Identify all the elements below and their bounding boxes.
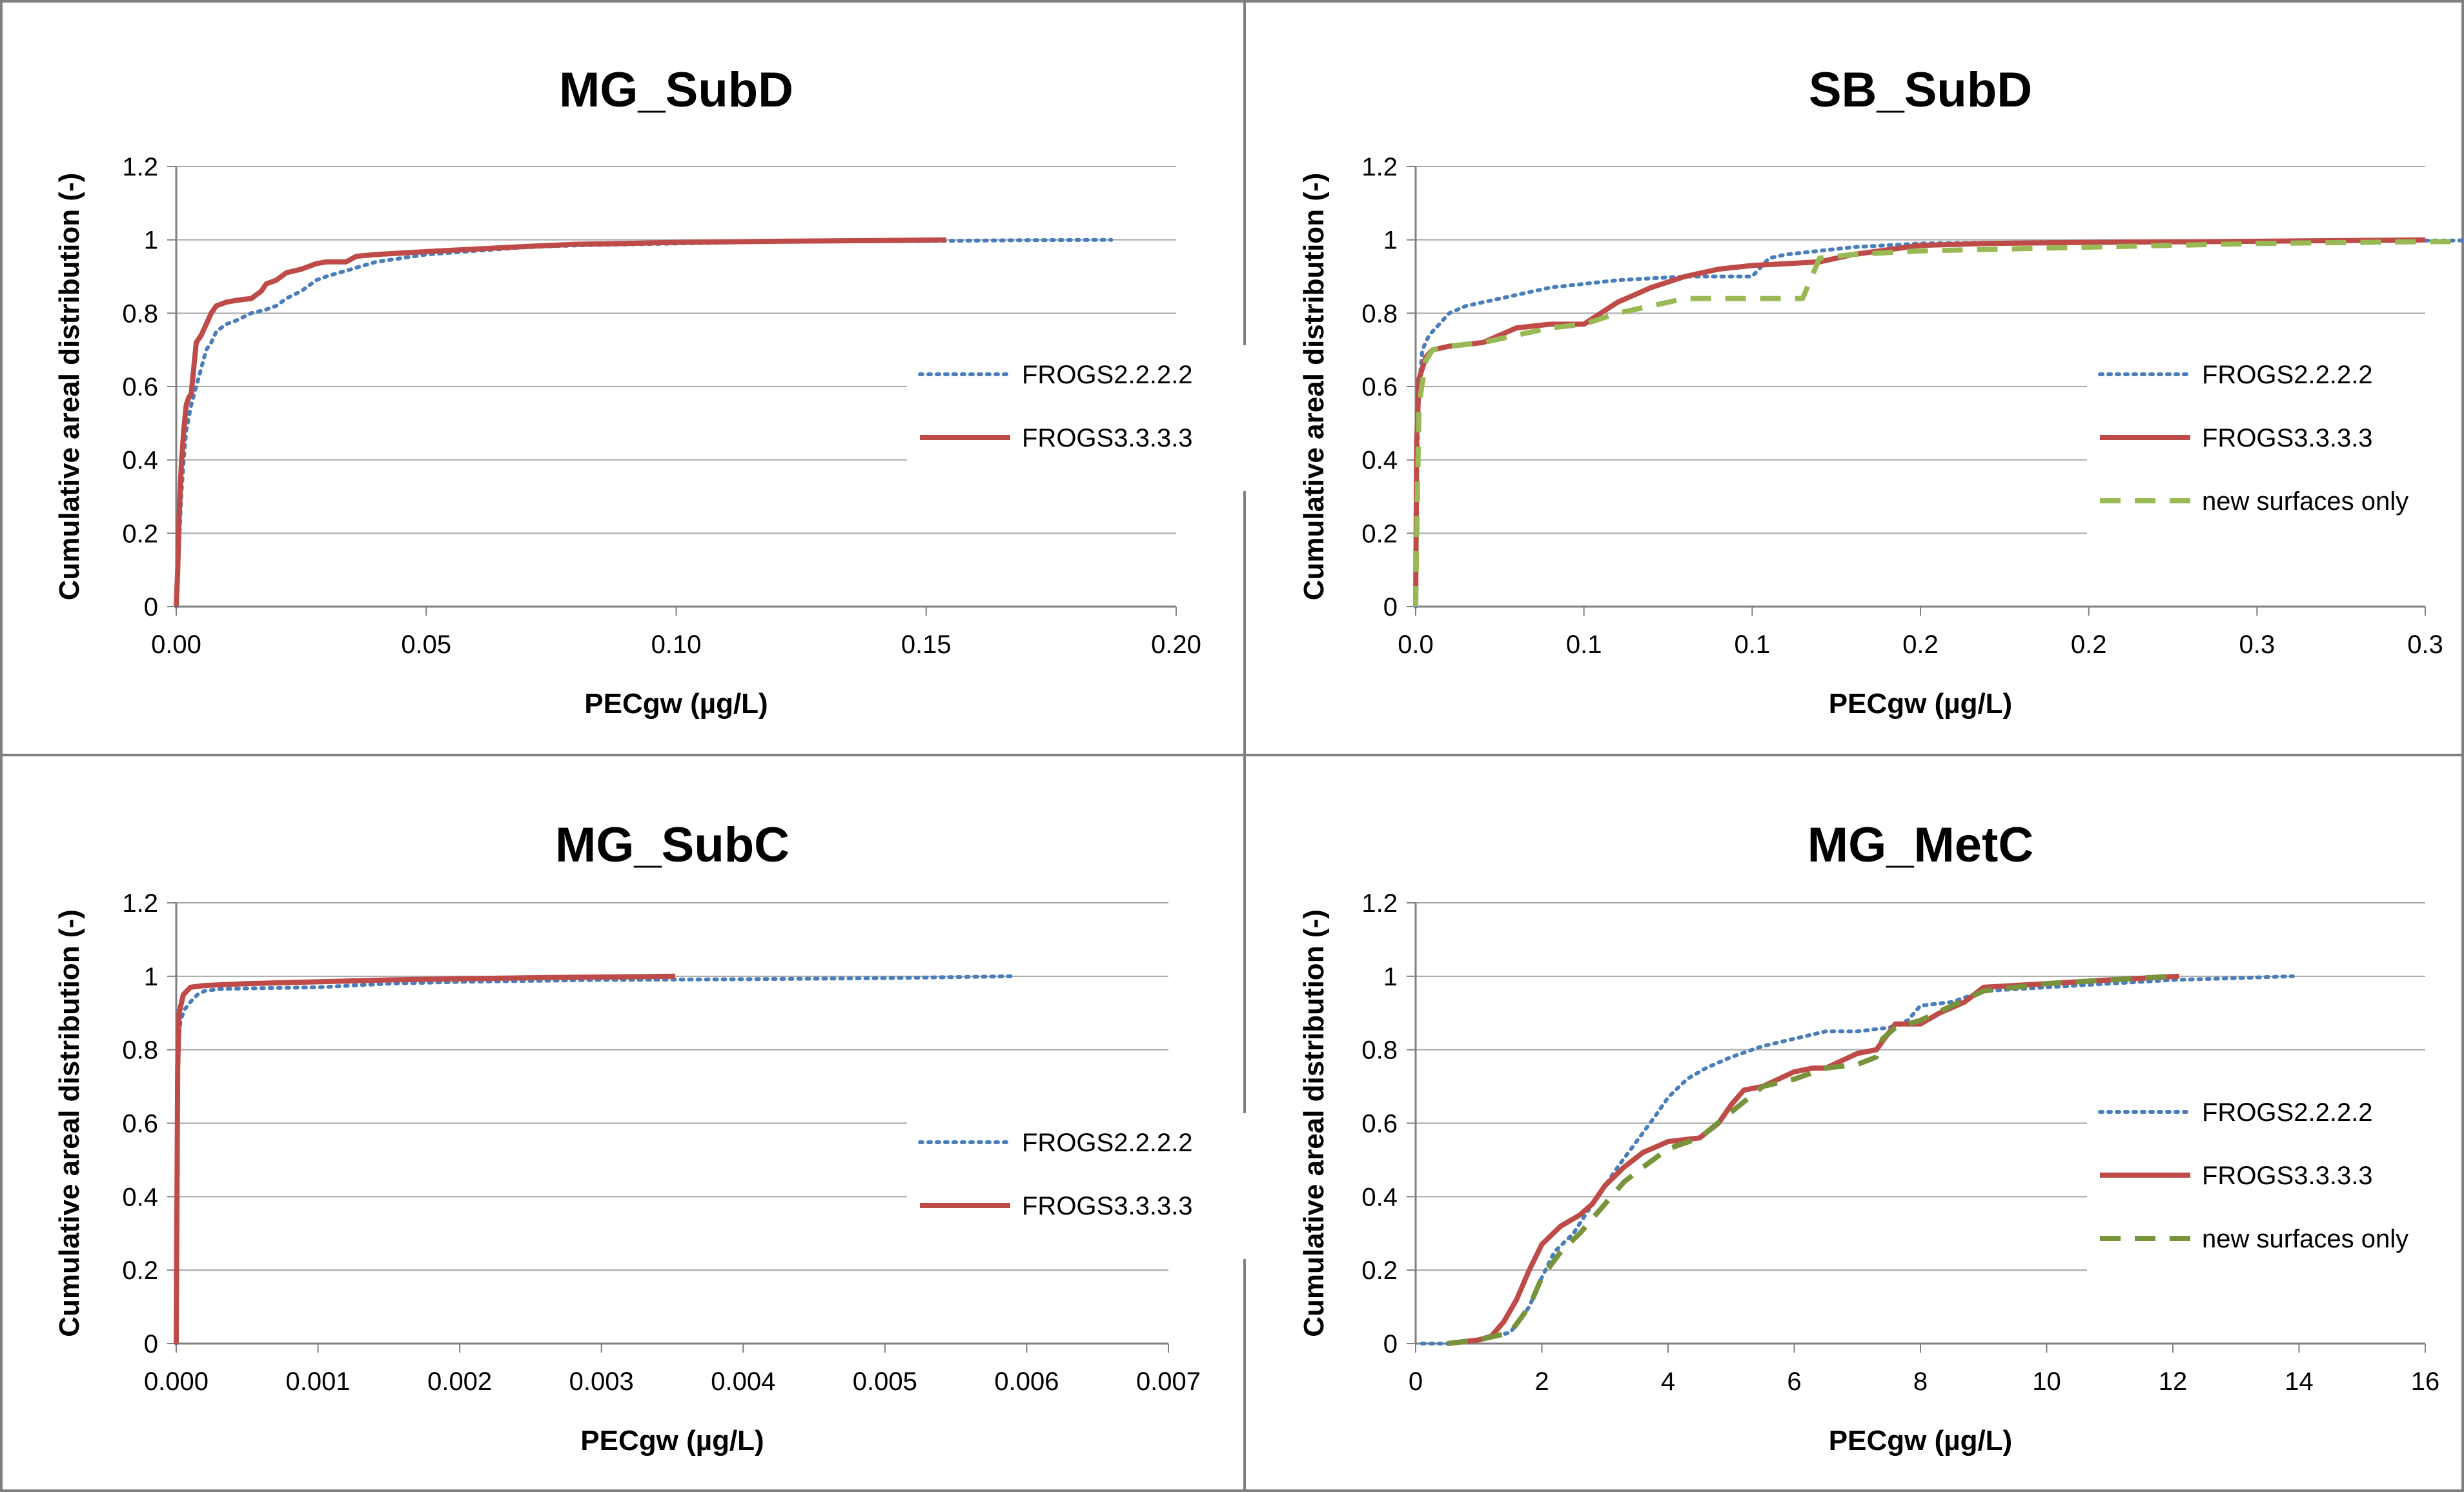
y-tick-label: 0.4 (1361, 447, 1398, 475)
legend-label: FROGS2.2.2.2 (2202, 361, 2373, 389)
y-tick-label: 0.6 (1361, 373, 1398, 401)
chart-panel: MG_MetC 0 0.2 0.4 0.6 0.8 1 1.2 0 2 4 6 8 10 12 14 16 PEC… (1298, 818, 2459, 1457)
legend-label: FROGS3.3.3.3 (2202, 424, 2373, 452)
y-tick-label: 1 (144, 963, 158, 991)
chart-panel: SB_SubD 0 0.2 0.4 0.6 0.8 1 1.2 0.0 0.1 0.1 0.2 0.2 0… (1298, 63, 2464, 720)
legend-label: new surfaces only (2202, 1225, 2408, 1253)
y-axis-label: Cumulative areal distribution (-) (1298, 909, 1330, 1337)
series-line (174, 974, 1015, 1346)
y-tick-label: 0.8 (1361, 299, 1398, 328)
x-tick-label: 2 (1534, 1367, 1549, 1396)
y-tick-label: 0 (1383, 593, 1398, 621)
y-axis-label: Cumulative areal distribution (-) (54, 173, 85, 601)
x-tick-label: 0.001 (286, 1367, 351, 1396)
chart-title: MG_MetC (1807, 818, 2033, 872)
x-tick-label: 12 (2159, 1367, 2188, 1396)
x-axis-label: PECgw (µg/L) (1829, 688, 2012, 720)
y-tick-label: 0.2 (122, 1256, 158, 1285)
y-tick-label: 0.8 (1361, 1036, 1398, 1065)
y-tick-label: 1 (1383, 963, 1398, 991)
y-tick-label: 0.4 (122, 447, 158, 475)
x-tick-label: 0.004 (711, 1367, 775, 1396)
y-tick-label: 0 (144, 1330, 158, 1358)
x-tick-label: 0.005 (853, 1367, 917, 1396)
y-axis-label: Cumulative areal distribution (-) (54, 909, 85, 1337)
legend-box (2087, 345, 2459, 554)
y-tick-label: 0.6 (122, 1110, 158, 1138)
legend-label: FROGS2.2.2.2 (2202, 1098, 2373, 1127)
x-tick-label: 0.10 (651, 630, 702, 659)
y-tick-label: 1.2 (122, 153, 158, 181)
x-tick-label: 0.1 (1735, 630, 1771, 659)
legend-label: FROGS3.3.3.3 (1022, 424, 1193, 452)
y-tick-label: 0.4 (122, 1183, 158, 1211)
x-axis-label: PECgw (µg/L) (580, 1425, 764, 1457)
x-tick-label: 0.15 (901, 630, 952, 659)
legend-label: FROGS2.2.2.2 (1022, 1129, 1193, 1157)
y-tick-label: 1.2 (1361, 889, 1398, 918)
x-tick-label: 0.1 (1566, 630, 1602, 659)
y-tick-label: 0.6 (122, 373, 158, 401)
x-tick-label: 0.20 (1151, 630, 1201, 659)
y-tick-label: 1 (144, 227, 158, 255)
x-axis-label: PECgw (µg/L) (584, 688, 768, 720)
x-tick-label: 0.002 (427, 1367, 492, 1396)
y-tick-label: 0 (144, 593, 158, 621)
y-tick-label: 0.4 (1361, 1183, 1398, 1211)
chart-title: MG_SubD (559, 63, 793, 117)
y-tick-label: 0.2 (1361, 519, 1398, 548)
x-tick-label: 0.00 (151, 630, 201, 659)
y-axis-label: Cumulative areal distribution (-) (1298, 173, 1330, 601)
x-tick-label: 0.05 (401, 630, 451, 659)
x-tick-label: 10 (2032, 1367, 2061, 1396)
x-tick-label: 16 (2411, 1367, 2440, 1396)
x-tick-label: 0.2 (1902, 630, 1939, 659)
x-tick-label: 0.2 (2071, 630, 2107, 659)
x-tick-label: 4 (1661, 1367, 1675, 1396)
x-tick-label: 0.006 (994, 1367, 1059, 1396)
series-line (1447, 973, 2174, 1346)
x-tick-label: 0.000 (144, 1367, 209, 1396)
x-axis-label: PECgw (µg/L) (1829, 1425, 2012, 1457)
x-tick-label: 0.3 (2407, 630, 2443, 659)
legend-label: FROGS3.3.3.3 (1022, 1192, 1193, 1220)
y-tick-label: 1.2 (1361, 153, 1398, 181)
x-tick-label: 6 (1787, 1367, 1801, 1396)
series-line (174, 237, 946, 607)
y-tick-label: 0.6 (1361, 1110, 1398, 1138)
series-line (1413, 239, 2464, 607)
legend-label: FROGS2.2.2.2 (1022, 361, 1193, 389)
x-tick-label: 0 (1409, 1367, 1423, 1396)
legend-box (2087, 1083, 2459, 1292)
y-tick-label: 0.8 (122, 299, 158, 328)
y-tick-label: 0.8 (122, 1036, 158, 1065)
y-tick-label: 0 (1383, 1330, 1398, 1358)
y-tick-label: 0.2 (122, 519, 158, 548)
series-line (174, 973, 675, 1344)
x-tick-label: 0.007 (1136, 1367, 1201, 1396)
y-tick-label: 0.2 (1361, 1256, 1398, 1285)
x-tick-label: 0.003 (569, 1367, 634, 1396)
chart-title: MG_SubC (555, 818, 789, 872)
x-tick-label: 14 (2285, 1367, 2314, 1396)
x-tick-label: 0.0 (1398, 630, 1434, 659)
series-line (1447, 973, 2180, 1346)
x-tick-label: 8 (1913, 1367, 1928, 1396)
legend-label: new surfaces only (2202, 487, 2408, 516)
legend-label: FROGS3.3.3.3 (2202, 1162, 2373, 1190)
chart-title: SB_SubD (1809, 63, 2032, 117)
y-tick-label: 1.2 (122, 889, 158, 918)
x-tick-label: 0.3 (2239, 630, 2276, 659)
y-tick-label: 1 (1383, 227, 1398, 255)
